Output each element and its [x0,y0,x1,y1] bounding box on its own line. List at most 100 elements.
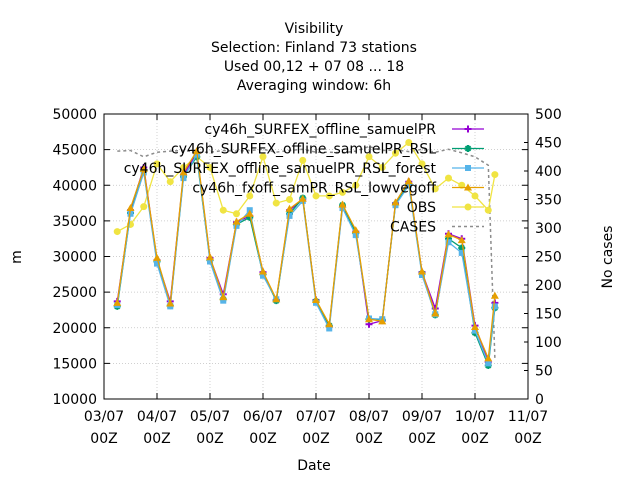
y2-tick-label: 400 [535,164,562,180]
data-point [472,327,478,334]
data-point [431,309,440,317]
data-point [491,303,498,310]
data-point [458,244,466,252]
data-point [392,149,399,157]
data-point [286,212,293,219]
y2-tick-label: 200 [535,278,562,294]
data-point [179,168,188,176]
legend-label: cy46h_SURFEX_offline_samuelPR [204,122,436,138]
legend-entry: CASES [390,220,484,236]
data-point [444,230,453,238]
x-tick-label: 06/07 [243,409,283,425]
data-point [153,253,161,261]
data-point [418,267,426,275]
title-line: Averaging window: 6h [237,78,391,94]
y2-tick-label: 100 [535,335,562,351]
data-point [246,213,254,221]
data-point [325,192,333,200]
legend-label: OBS [407,200,436,216]
x-tick-label: 10/07 [455,409,495,425]
data-point [166,178,174,186]
legend-marker [464,203,472,211]
data-point [404,176,413,184]
x-tick-label: 07/07 [296,409,336,425]
series-5 [117,145,496,360]
data-point [352,232,359,239]
legend-label: cy46h_SURFEX_offline_samuelPR_RSL [171,142,436,158]
y2-tick-label: 0 [535,392,544,408]
legend-label: cy46h_SURFEX_offline_samuelPR_RSL_forest [124,161,437,177]
x-tick-label: 00Z [302,431,329,447]
data-point [259,153,267,161]
series-3 [113,147,499,362]
legend-entry: cy46h_fxoff_samPR_RSL_lowvegoff [192,181,484,197]
series [113,139,499,370]
data-point [192,147,201,155]
data-point [299,156,307,164]
data-point [272,199,280,207]
y2-tick-label: 350 [535,193,562,209]
y-tick-label: 50000 [52,107,97,123]
y2-tick-label: 250 [535,250,562,266]
y-tick-label: 35000 [52,214,97,230]
data-point [405,139,413,146]
legend-entry: cy46h_SURFEX_offline_samuelPR [204,122,484,138]
x-tick-label: 00Z [514,431,541,447]
x-tick-label: 00Z [196,431,223,447]
data-point [445,235,452,243]
data-point [378,163,386,171]
legend-entry: cy46h_SURFEX_offline_samuelPR_RSL [171,142,484,158]
title-line: Used 00,12 + 07 08 ... 18 [224,59,404,75]
y-tick-label: 10000 [52,392,97,408]
data-point [490,291,499,299]
data-point [166,299,175,307]
x-tick-label: 00Z [90,431,117,447]
data-point [272,295,281,303]
x-tick-label: 00Z [408,431,435,447]
data-point [484,354,493,362]
x-axis-label: Date [297,458,330,474]
title-line: Visibility [285,21,344,37]
data-point [153,160,161,168]
series-line [116,149,496,361]
y2-tick-label: 500 [535,107,562,123]
data-point [491,171,499,179]
x-tick-label: 00Z [249,431,276,447]
y-tick-label: 25000 [52,285,97,301]
y2-tick-label: 50 [535,364,553,380]
data-point [339,188,346,196]
series-line [117,145,496,360]
y-tick-label: 15000 [52,356,97,372]
x-tick-label: 04/07 [137,409,177,425]
legend: cy46h_SURFEX_offline_samuelPR cy46h_SURFE… [124,122,484,236]
y2-axis-ticks: 0 50 100 150 200 250 300 350 400 450 500 [524,107,562,408]
chart-title: Visibility Selection: Finland 73 stations… [211,21,417,94]
data-point [457,236,466,244]
legend-label: CASES [390,220,436,236]
x-tick-label: 08/07 [349,409,389,425]
y2-axis-label: No cases [600,226,616,289]
data-point [113,228,121,236]
x-tick-label: 09/07 [402,409,442,425]
data-point [352,181,360,189]
data-point [485,360,492,367]
data-point [127,210,134,217]
y2-tick-label: 150 [535,307,562,323]
data-point [365,153,373,161]
y2-tick-label: 300 [535,221,562,237]
legend-marker [464,125,472,133]
data-point [431,185,439,193]
x-tick-label: 00Z [143,431,170,447]
data-point [391,198,400,206]
y-tick-label: 40000 [52,178,97,194]
data-point [405,182,412,189]
data-point [338,200,347,208]
data-point [233,222,240,229]
data-point [232,217,241,225]
data-point [139,164,148,172]
title-line: Selection: Finland 73 stations [211,40,417,56]
data-point [285,204,294,212]
x-tick-label: 05/07 [190,409,230,425]
data-point [259,267,267,275]
